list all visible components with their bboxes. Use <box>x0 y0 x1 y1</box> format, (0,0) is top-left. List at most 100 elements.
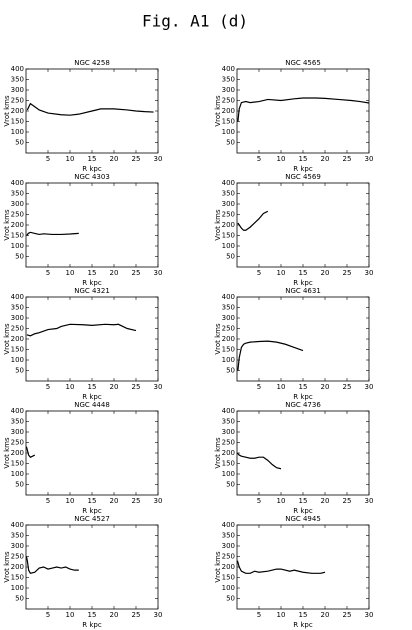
plot-frame <box>236 182 370 268</box>
rotation-curve <box>26 231 79 236</box>
y-tick-label: 400 <box>11 407 24 415</box>
x-tick-label: 5 <box>46 155 50 163</box>
y-tick-label: 200 <box>11 563 24 571</box>
plot-frame <box>236 68 370 154</box>
y-tick-label: 150 <box>222 232 235 240</box>
x-tick-label: 10 <box>277 269 286 277</box>
rotation-curve <box>26 323 137 337</box>
y-tick-label: 50 <box>15 481 24 489</box>
y-tick-label: 150 <box>222 346 235 354</box>
y-axis-label: Vrot kms <box>214 209 222 241</box>
x-axis-label: R kpc <box>82 165 102 173</box>
y-tick-label: 250 <box>11 439 24 447</box>
y-tick-label: 50 <box>15 595 24 603</box>
x-tick-label: 10 <box>66 497 75 505</box>
plot-frame <box>25 410 159 496</box>
y-tick-label: 200 <box>222 335 235 343</box>
x-axis-label: R kpc <box>293 621 313 629</box>
x-tick-label: 20 <box>110 611 119 619</box>
x-tick-label: 25 <box>132 269 141 277</box>
y-axis-label: Vrot kms <box>3 95 11 127</box>
x-tick-label: 30 <box>154 611 163 619</box>
y-tick-label: 400 <box>222 407 235 415</box>
plot-frame <box>25 182 159 268</box>
y-axis-label: Vrot kms <box>3 323 11 355</box>
x-tick-label: 15 <box>88 497 97 505</box>
y-tick-label: 250 <box>222 325 235 333</box>
panel-title: NGC 4945 <box>285 515 321 523</box>
x-tick-label: 30 <box>154 155 163 163</box>
x-tick-label: 5 <box>257 269 261 277</box>
y-tick-label: 150 <box>222 460 235 468</box>
y-tick-label: 200 <box>222 107 235 115</box>
panel-title: NGC 4565 <box>285 59 321 67</box>
x-tick-label: 15 <box>88 155 97 163</box>
y-tick-label: 300 <box>11 542 24 550</box>
x-tick-label: 25 <box>343 497 352 505</box>
y-tick-label: 350 <box>222 304 235 312</box>
x-tick-label: 25 <box>343 611 352 619</box>
y-tick-label: 350 <box>222 532 235 540</box>
x-tick-label: 20 <box>321 497 330 505</box>
x-tick-label: 25 <box>132 383 141 391</box>
x-tick-label: 15 <box>88 611 97 619</box>
panel-title: NGC 4303 <box>74 173 110 181</box>
y-tick-label: 300 <box>11 86 24 94</box>
y-tick-label: 350 <box>222 418 235 426</box>
rotation-curve <box>237 97 370 122</box>
y-tick-label: 200 <box>11 335 24 343</box>
plot-frame <box>25 296 159 382</box>
x-tick-label: 30 <box>154 269 163 277</box>
y-tick-label: 200 <box>222 221 235 229</box>
x-tick-label: 20 <box>110 269 119 277</box>
x-tick-label: 20 <box>321 269 330 277</box>
figure-title: Fig. A1 (d) <box>142 12 248 31</box>
x-tick-label: 30 <box>154 383 163 391</box>
y-tick-label: 300 <box>222 428 235 436</box>
x-tick-label: 5 <box>46 269 50 277</box>
x-tick-label: 10 <box>66 611 75 619</box>
y-tick-label: 400 <box>222 65 235 73</box>
x-tick-label: 20 <box>321 611 330 619</box>
y-tick-label: 150 <box>11 574 24 582</box>
x-tick-label: 5 <box>46 611 50 619</box>
y-tick-label: 300 <box>222 86 235 94</box>
y-tick-label: 100 <box>11 584 24 592</box>
x-tick-label: 30 <box>365 383 374 391</box>
y-tick-label: 200 <box>222 449 235 457</box>
y-tick-label: 100 <box>11 128 24 136</box>
y-tick-label: 250 <box>11 553 24 561</box>
y-tick-label: 150 <box>11 460 24 468</box>
y-tick-label: 350 <box>222 76 235 84</box>
x-tick-label: 5 <box>46 383 50 391</box>
x-tick-label: 10 <box>66 383 75 391</box>
y-tick-label: 50 <box>226 139 235 147</box>
panel-title: NGC 4527 <box>74 515 110 523</box>
x-tick-label: 5 <box>257 383 261 391</box>
y-tick-label: 400 <box>11 293 24 301</box>
y-tick-label: 350 <box>11 418 24 426</box>
x-axis-label: R kpc <box>82 621 102 629</box>
x-tick-label: 30 <box>365 269 374 277</box>
x-axis-label: R kpc <box>82 393 102 401</box>
x-axis-label: R kpc <box>293 279 313 287</box>
x-axis-label: R kpc <box>82 507 102 515</box>
x-tick-label: 25 <box>343 269 352 277</box>
y-tick-label: 100 <box>222 470 235 478</box>
y-tick-label: 50 <box>15 139 24 147</box>
x-tick-label: 25 <box>132 155 141 163</box>
y-tick-label: 50 <box>15 367 24 375</box>
panel-title: NGC 4736 <box>285 401 321 409</box>
y-tick-label: 250 <box>222 439 235 447</box>
y-tick-label: 100 <box>11 242 24 250</box>
y-tick-label: 350 <box>11 532 24 540</box>
x-tick-label: 5 <box>46 497 50 505</box>
x-tick-label: 10 <box>66 155 75 163</box>
x-tick-label: 25 <box>343 155 352 163</box>
y-tick-label: 150 <box>222 574 235 582</box>
rotation-curve <box>237 340 304 371</box>
y-tick-label: 400 <box>222 521 235 529</box>
y-tick-label: 300 <box>11 200 24 208</box>
panel-title: NGC 4321 <box>74 287 110 295</box>
